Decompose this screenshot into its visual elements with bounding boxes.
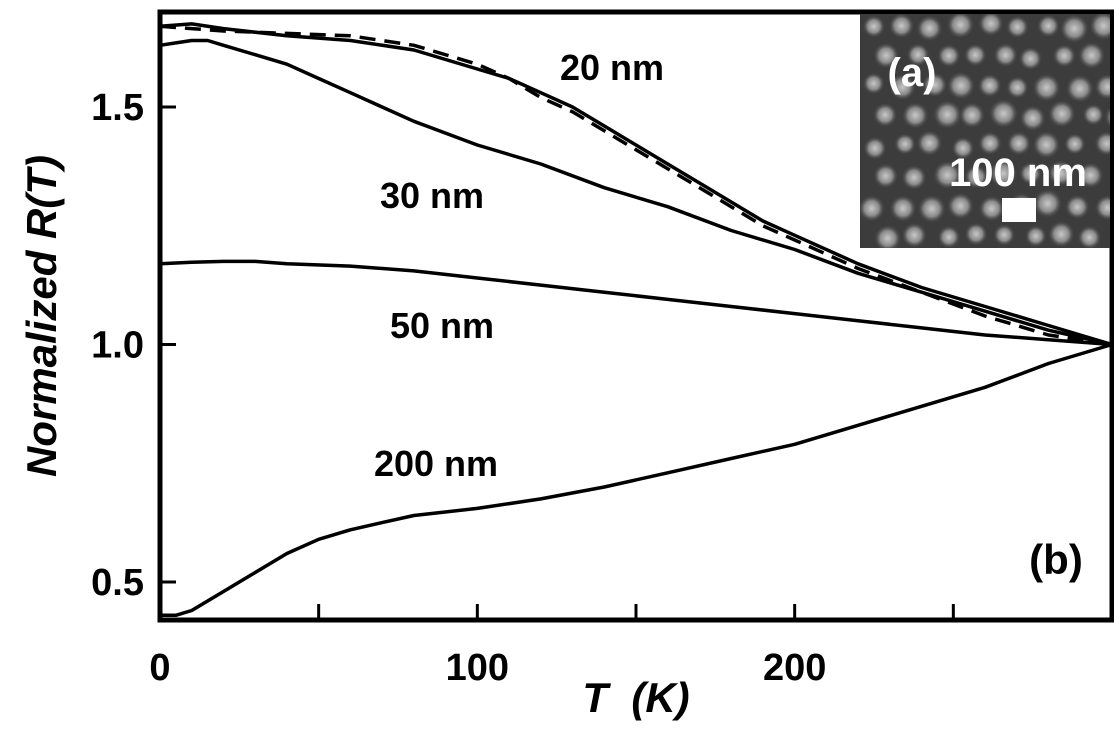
inset-particle [977,73,1002,98]
inset-particle [888,14,915,39]
inset-particle [1109,49,1110,59]
inset-particle [901,164,927,191]
inset-particle [917,194,947,224]
curve-label-50nm: 50 nm [390,305,494,346]
inset-particle [993,42,1018,68]
inset-particle [1032,73,1061,102]
inset-particle [916,14,943,42]
inset-particle [1065,74,1095,103]
inset-particle [1047,220,1075,248]
inset-particle [872,42,900,69]
inset-particle [1052,43,1077,68]
inset-scale-label: 100 nm [949,151,1087,195]
inset-particle [1059,14,1090,44]
inset-particle [988,98,1019,129]
inset-particle [1094,194,1110,221]
x-tick-label-200: 200 [763,647,826,689]
inset-particle [1109,234,1110,239]
x-tick-label-100: 100 [446,647,509,689]
y-axis-title: Normalized R(T) [18,155,65,477]
y-tick-label-1: 1.0 [91,325,144,367]
y-tick-label-1.5: 1.5 [91,87,144,129]
inset-particle [1005,76,1029,99]
inset-particle [1047,159,1075,187]
inset-particle [862,72,885,95]
inset-particle [958,101,986,129]
inset-particle [921,72,948,98]
inset-particle [1018,161,1043,186]
inset-particle [916,130,943,157]
curve-label-30nm: 30 nm [380,175,484,216]
series-layer [159,22,1113,618]
inset-particle [964,164,989,189]
series-line-50-nm [159,259,1113,347]
inset-particle [1024,225,1047,248]
inset-particle [932,160,963,190]
inset-particle [873,224,902,248]
series-line-30-nm [159,38,1113,347]
curve-label-20nm: 20 nm [560,47,664,88]
inset-micrograph: (a) 100 nm [860,14,1110,248]
inset-particle [937,43,961,68]
inset-particle [1094,130,1110,157]
inset-particle [1018,46,1043,71]
inset-particle [1077,41,1106,70]
inset-particle [893,132,917,156]
inset-particle [1064,194,1090,220]
inset-particle [993,223,1016,246]
inset-particle [862,14,886,38]
series-line-20-nm-dashed [159,24,1113,347]
inset-particle [946,14,975,39]
inset-particle [873,163,899,189]
inset-particle [932,99,963,130]
inset-particle [946,192,975,220]
inset-particle [1036,14,1061,38]
inset-particle [1047,99,1077,128]
axis-ticks: 0 100 200 0.5 1.0 1.5 [91,87,955,689]
x-axis-title: T (K) [582,674,689,721]
y-axis-title-italic: R(T) [18,155,65,239]
inset-dots [860,14,1110,248]
series-line-20-nm [159,22,1113,347]
inset-particle [977,131,1003,156]
inset-particle [946,71,976,100]
inset-particle [906,43,930,67]
series-line-200-nm [160,342,1113,618]
inset-particle [860,194,886,222]
y-tick-label-0.5: 0.5 [91,562,144,604]
inset-particle [1063,133,1086,155]
inset-particle [1077,162,1104,189]
curve-label-200nm: 200 nm [374,443,498,484]
inset-panel-label: (a) [888,51,937,95]
inset-particle [1019,104,1046,132]
inset-particle [988,159,1018,188]
inset-particle [1082,103,1105,126]
inset-scale-bar [1002,198,1036,222]
inset-particle [977,14,1004,37]
inset-particle [888,73,917,101]
inset-particle [937,225,961,248]
inset-particle [1088,14,1110,41]
inset-particle [1005,15,1029,39]
inset-particle [863,136,887,161]
x-tick-label-0: 0 [149,647,170,689]
inset-particle [889,194,917,223]
inset-particle [1104,105,1110,129]
inset-particle [1006,131,1032,156]
inset-particle [1077,225,1102,248]
inset-particle [964,222,988,246]
inset-particle [1032,188,1063,219]
y-axis-title-prefix: Normalized [18,239,65,477]
inset-particle [978,195,1005,222]
inset-particle [1032,130,1061,159]
inset-particle [1109,173,1110,179]
inset-particle [1094,73,1110,100]
inset-particle [951,136,975,160]
inset-particle [872,102,898,128]
inset-particle [901,222,928,248]
panel-label-b: (b) [1029,536,1083,583]
inset-particle [963,43,987,67]
inset-particle [901,101,929,130]
